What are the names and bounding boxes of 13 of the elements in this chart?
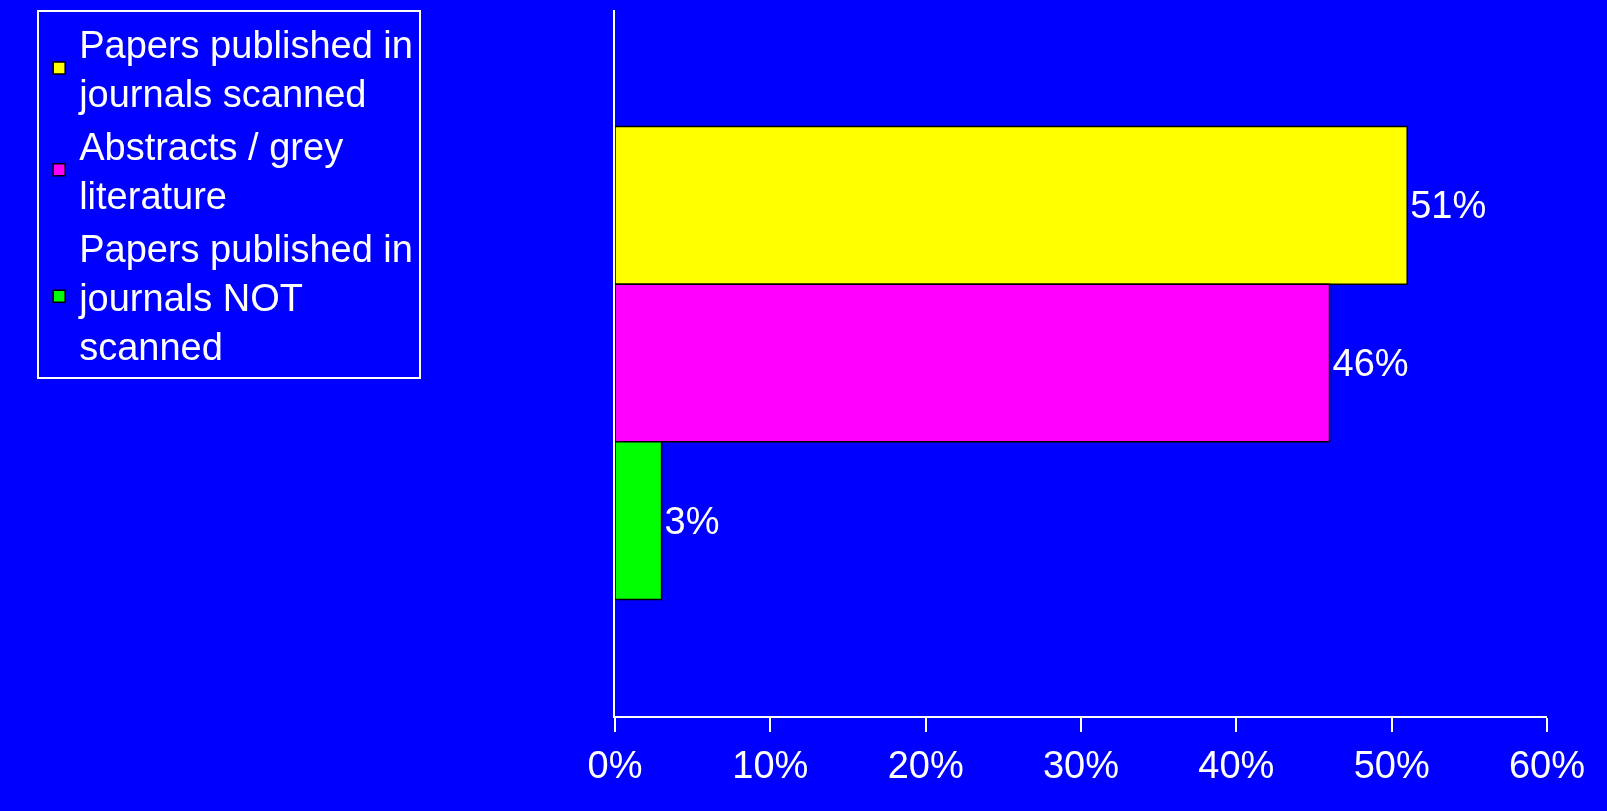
data-label: 3% bbox=[664, 499, 720, 542]
x-tick-label: 0% bbox=[587, 743, 643, 786]
legend-label: Papers published in journals NOT scanned bbox=[78, 227, 413, 369]
x-tick-label: 10% bbox=[732, 743, 809, 786]
x-tick-label: 20% bbox=[887, 743, 964, 786]
x-tick-label: 30% bbox=[1042, 743, 1120, 786]
x-tick-label: 40% bbox=[1198, 743, 1275, 786]
x-tick-label: 60% bbox=[1508, 743, 1586, 786]
data-label: 46% bbox=[1332, 342, 1409, 384]
legend-label: Papers published in journals scanned bbox=[78, 24, 413, 116]
legend-label: Abstracts / grey literature bbox=[79, 125, 344, 218]
x-tick-label: 50% bbox=[1353, 743, 1430, 786]
data-label: 51% bbox=[1410, 184, 1487, 227]
